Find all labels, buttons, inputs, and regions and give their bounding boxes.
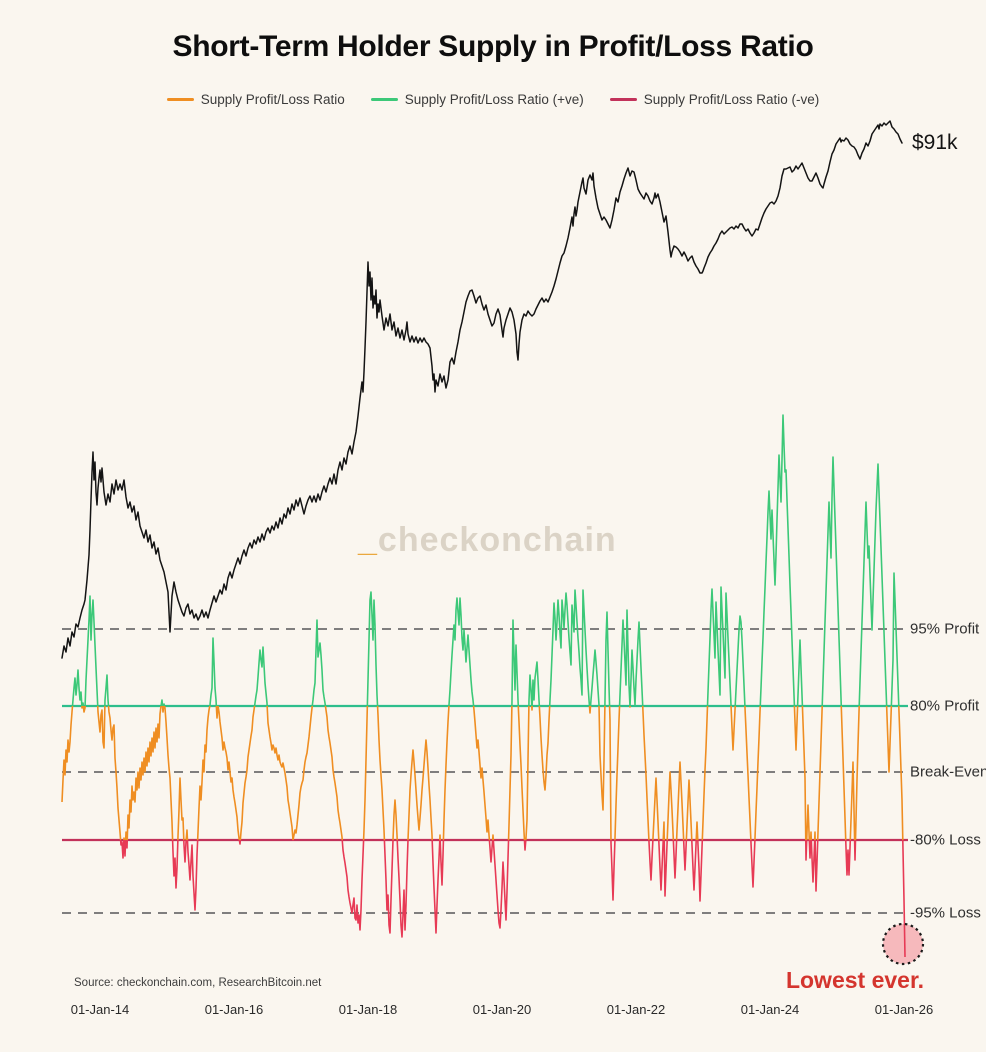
- checkonchain-watermark: _checkonchain: [358, 521, 617, 560]
- threshold-label-4: -95% Loss: [910, 904, 981, 922]
- legend-label: Supply Profit/Loss Ratio (+ve): [404, 92, 584, 107]
- ratio-line-positive: [71, 414, 900, 706]
- watermark-underscore: _: [358, 521, 378, 559]
- x-tick-label-2: 01-Jan-18: [338, 1002, 398, 1017]
- price-line: [61, 120, 903, 659]
- x-tick-label-4: 01-Jan-22: [606, 1002, 666, 1017]
- threshold-label-0: 95% Profit: [910, 620, 980, 638]
- legend-item-1[interactable]: Supply Profit/Loss Ratio (+ve): [370, 92, 584, 107]
- legend-label: Supply Profit/Loss Ratio: [200, 92, 345, 107]
- price-end-label: $91k: [912, 131, 958, 154]
- threshold-label-3: -80% Loss: [910, 831, 981, 849]
- threshold-label-1: 80% Profit: [910, 697, 980, 715]
- x-tick-label-6: 01-Jan-26: [874, 1002, 934, 1017]
- lowest-ever-marker-ring: [881, 922, 925, 966]
- legend-swatch-icon: [166, 98, 194, 101]
- legend-swatch-icon: [370, 98, 398, 101]
- legend-swatch-icon: [609, 98, 637, 101]
- x-tick-label-5: 01-Jan-24: [740, 1002, 800, 1017]
- legend: Supply Profit/Loss Ratio Supply Profit/Lo…: [0, 92, 986, 107]
- x-tick-label-3: 01-Jan-20: [472, 1002, 532, 1017]
- lowest-ever-marker-fill: [883, 924, 923, 964]
- legend-label: Supply Profit/Loss Ratio (-ve): [643, 92, 820, 107]
- source-note: Source: checkonchain.com, ResearchBitcoi…: [74, 977, 322, 989]
- lowest-ever-annotation: Lowest ever.: [785, 967, 925, 993]
- threshold-label-2: Break-Even: [910, 763, 986, 781]
- chart-title: Short-Term Holder Supply in Profit/Loss …: [172, 30, 814, 63]
- legend-item-0[interactable]: Supply Profit/Loss Ratio: [166, 92, 345, 107]
- ratio-line-negative: [119, 840, 906, 958]
- watermark-text: checkonchain: [377, 521, 617, 559]
- ratio-line-base: [61, 706, 904, 840]
- x-tick-label-1: 01-Jan-16: [204, 1002, 264, 1017]
- x-tick-label-0: 01-Jan-14: [70, 1002, 130, 1017]
- legend-item-2[interactable]: Supply Profit/Loss Ratio (-ve): [609, 92, 820, 107]
